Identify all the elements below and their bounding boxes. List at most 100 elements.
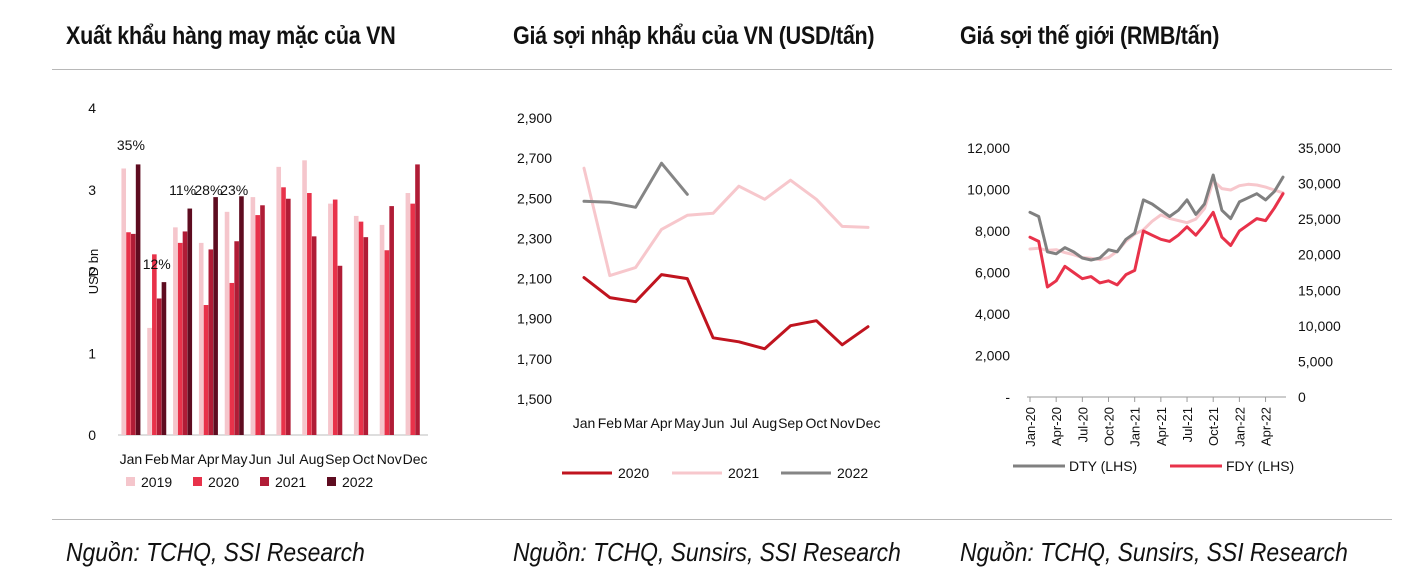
bar-2019-oct: [353, 215, 359, 435]
legend-label-2019: 2019: [141, 474, 172, 490]
bar-2021-jul: [286, 198, 291, 435]
y-tick-label: 2,700: [517, 150, 552, 166]
panel1-source: Nguồn: TCHQ, SSI Research: [66, 537, 365, 567]
y-tick-label: 6,000: [975, 265, 1010, 281]
series-line-2020: [582, 273, 870, 351]
x-tick-label: Apr: [198, 451, 220, 467]
bar-2020-jun: [255, 215, 260, 435]
bar-2021-dec: [415, 164, 420, 435]
bar-2021-nov: [389, 206, 394, 435]
panel1-title: Xuất khẩu hàng may mặc của VN: [66, 22, 396, 50]
bar-2020-jan: [126, 232, 131, 435]
legend-label-dty-lhs: DTY (LHS): [1069, 458, 1137, 474]
bar-2021-mar: [182, 231, 188, 435]
x-tick-label: Jan-22: [1232, 407, 1247, 447]
bar-2019-may: [224, 211, 230, 435]
x-tick-label: Jun: [702, 415, 725, 431]
y2-tick-label: 35,000: [1298, 140, 1341, 156]
x-tick-label: Mar: [171, 451, 195, 467]
x-tick-label: Aug: [299, 451, 324, 467]
bar-2019-apr: [198, 242, 204, 435]
annotation-label: 35%: [117, 137, 145, 153]
y-tick-label: 4,000: [975, 306, 1010, 322]
y2-tick-label: 0: [1298, 389, 1306, 405]
bar-2020-dec: [410, 203, 415, 435]
x-tick-label: Feb: [145, 451, 169, 467]
x-tick-label: Dec: [856, 415, 881, 431]
x-tick-label: Jul: [277, 451, 295, 467]
x-tick-label: Jul-20: [1075, 407, 1090, 442]
y-tick-label: 3: [88, 182, 96, 198]
legend-label-fdy-lhs: FDY (LHS): [1226, 458, 1294, 474]
series-line-dty-lhs: [1028, 173, 1285, 262]
legend-label-2020: 2020: [618, 465, 649, 481]
legend-label-2021: 2021: [275, 474, 306, 490]
bar-2019-feb: [147, 327, 152, 435]
panel3-title: Giá sợi thế giới (RMB/tấn): [960, 22, 1220, 50]
x-tick-label: Nov: [830, 415, 855, 431]
bar-2019-jan: [121, 168, 127, 435]
x-tick-label: Mar: [624, 415, 648, 431]
y-tick-label: 2,300: [517, 230, 552, 246]
annotation-label: 28%: [194, 182, 222, 198]
x-tick-label: Sep: [778, 415, 803, 431]
y-tick-label: 2,100: [517, 271, 552, 287]
y-tick-label: 2,900: [517, 110, 552, 126]
y-tick-label: 10,000: [967, 182, 1010, 198]
top-divider: [52, 69, 1392, 70]
bar-2020-nov: [384, 250, 390, 435]
y-tick-label: 2,500: [517, 190, 552, 206]
y-tick-label: 2: [88, 264, 96, 280]
bar-2022-feb: [161, 282, 167, 435]
bar-2022-jan: [135, 164, 141, 435]
panel3-source: Nguồn: TCHQ, Sunsirs, SSI Research: [960, 537, 1348, 567]
bar-2019-dec: [405, 193, 411, 435]
bar-2022-mar: [187, 208, 193, 435]
x-tick-label: May: [674, 415, 700, 431]
bar-2022-apr: [213, 197, 218, 435]
bottom-divider: [52, 519, 1392, 520]
y-tick-label: 12,000: [967, 140, 1010, 156]
legend-swatch-2019: [126, 477, 135, 486]
bar-2021-jan: [131, 233, 136, 435]
series-line-fdy-lhs: [1028, 192, 1285, 289]
bar-2021-aug: [311, 236, 317, 435]
x-tick-label: Oct-20: [1102, 407, 1117, 446]
y2-tick-label: 5,000: [1298, 353, 1333, 369]
annotation-label: 11%: [169, 182, 196, 198]
x-tick-label: Jul-21: [1180, 407, 1195, 442]
x-tick-label: Jan-21: [1128, 407, 1143, 447]
x-tick-label: Apr-20: [1049, 407, 1064, 446]
bar-2021-sep: [337, 265, 343, 435]
bar-2021-jun: [260, 205, 265, 435]
x-tick-label: Feb: [598, 415, 622, 431]
series-line-2022: [582, 161, 689, 209]
y-tick-label: 4: [88, 100, 96, 116]
panel2-title: Giá sợi nhập khẩu của VN (USD/tấn): [513, 22, 875, 50]
legend-swatch-2022: [327, 477, 336, 486]
annotation-label: 12%: [143, 256, 171, 272]
y-tick-label: -: [1005, 389, 1010, 405]
legend-label-2022: 2022: [342, 474, 373, 490]
bar-2019-nov: [379, 224, 385, 435]
bar-2021-feb: [156, 298, 162, 435]
bar-2019-mar: [173, 227, 178, 435]
series-line-2021: [582, 166, 870, 278]
legend-label-2020: 2020: [208, 474, 239, 490]
y-tick-label: 8,000: [975, 223, 1010, 239]
x-tick-label: Oct: [805, 415, 827, 431]
x-tick-label: Dec: [403, 451, 428, 467]
y-tick-label: 2,000: [975, 348, 1010, 364]
x-tick-label: Nov: [377, 451, 402, 467]
y2-tick-label: 15,000: [1298, 282, 1341, 298]
y2-tick-label: 30,000: [1298, 176, 1341, 192]
series-line-dty-rhs: [1028, 179, 1285, 262]
bar-2020-sep: [332, 199, 338, 435]
bar-2020-mar: [177, 242, 183, 435]
x-tick-label: Oct: [353, 451, 375, 467]
bar-2021-oct: [363, 237, 369, 435]
bar-2021-apr: [208, 249, 214, 435]
bar-2020-oct: [358, 221, 364, 435]
